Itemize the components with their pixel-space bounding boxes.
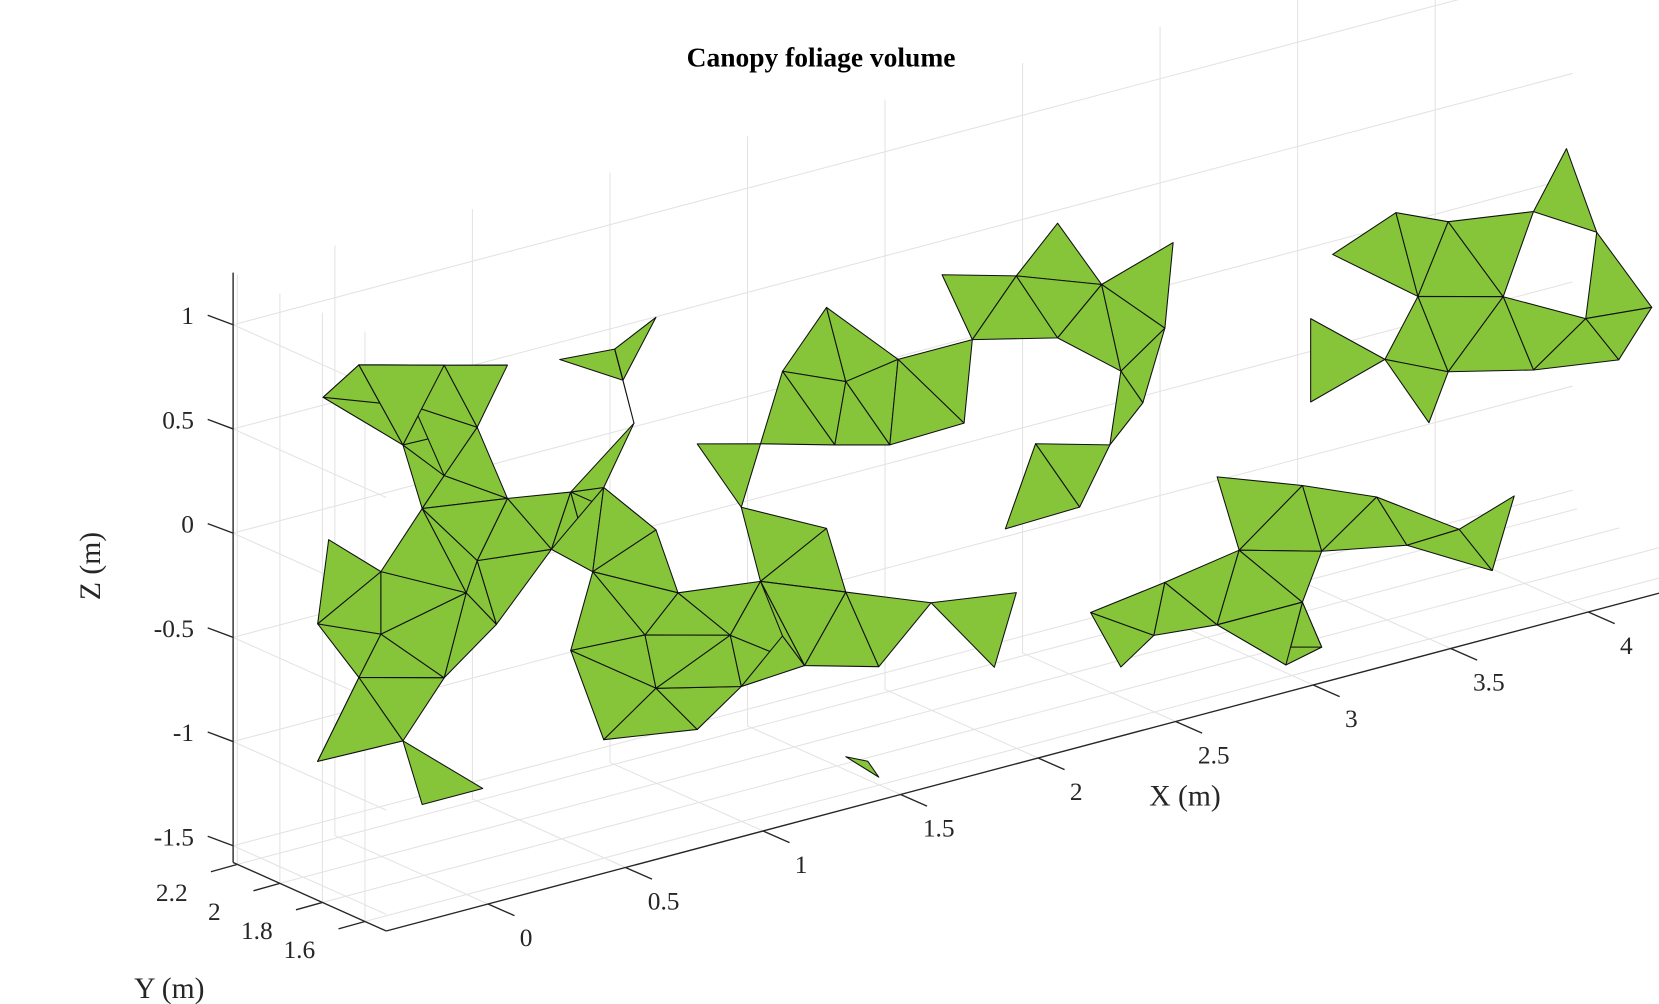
x-tick — [487, 903, 515, 917]
x-axis-title: X (m) — [1149, 781, 1221, 813]
y-tick — [253, 882, 281, 892]
x-tick — [1312, 684, 1340, 698]
mesh-face — [380, 508, 467, 594]
mesh-face — [1532, 148, 1598, 233]
foliage-mesh — [317, 148, 1653, 806]
mesh-face — [402, 740, 484, 806]
z-axis-title: Z (m) — [75, 532, 107, 600]
grid-line — [232, 428, 387, 498]
grid-line — [322, 547, 1659, 903]
mesh-face — [1101, 283, 1166, 372]
mesh-face — [592, 571, 679, 636]
mesh-face — [845, 591, 932, 668]
mesh-face — [1458, 495, 1515, 572]
mesh-face — [1310, 318, 1386, 403]
z-tick-label: 0.5 — [162, 406, 194, 434]
mesh-face — [1532, 318, 1620, 371]
x-tick — [1175, 720, 1203, 734]
mesh-face — [845, 756, 880, 778]
mesh-face — [570, 422, 635, 493]
x-axis-line — [386, 592, 1659, 932]
x-tick-label: 1 — [795, 851, 808, 879]
z-tick-label: 0 — [181, 511, 194, 539]
z-tick-label: 1 — [181, 302, 194, 330]
z-tick — [207, 627, 234, 638]
z-tick — [207, 314, 234, 326]
y-tick-label: 2.2 — [156, 879, 188, 907]
mesh-face — [655, 634, 742, 689]
mesh-face — [1109, 370, 1144, 446]
grid-line — [472, 798, 626, 868]
z-tick-label: -1.5 — [154, 823, 194, 851]
x-tick-label: 3.5 — [1473, 668, 1505, 696]
x-tick — [1587, 611, 1615, 625]
x-tick-label: 1.5 — [923, 814, 955, 842]
y-axis-title: Y (m) — [134, 973, 204, 1004]
y-tick — [295, 901, 323, 911]
axes: 0 0.5 1 1.5 2 2.5 3 3.5 4 1.6 1.8 2 2.2 -1.5 -1 -0.5 0 0.… — [154, 272, 1659, 964]
mesh-face — [443, 364, 508, 428]
z-tick-label: -0.5 — [154, 615, 194, 643]
x-tick-label: 2 — [1070, 778, 1083, 806]
x-tick-label: 0.5 — [648, 887, 680, 915]
mesh-face — [1004, 443, 1081, 530]
mesh-face — [1216, 601, 1303, 666]
y-tick — [338, 920, 366, 930]
x-tick-label: 4 — [1620, 632, 1633, 660]
x-tick — [1037, 757, 1065, 771]
grid-line — [334, 834, 489, 905]
x-tick — [625, 866, 653, 880]
y-tick-label: 2 — [208, 898, 221, 926]
grid-line — [1297, 579, 1451, 649]
grid-line — [609, 761, 764, 832]
mesh-face — [317, 539, 382, 625]
mesh-face — [834, 381, 891, 446]
grid-line — [232, 385, 1573, 743]
grid-line — [1022, 652, 1176, 722]
y-tick-label: 1.8 — [241, 917, 273, 945]
z-tick — [207, 418, 234, 430]
grid-line — [232, 845, 387, 915]
mesh-face — [1238, 549, 1323, 603]
mesh-face — [1447, 211, 1534, 298]
mesh-face — [358, 364, 445, 446]
z-tick — [207, 731, 234, 743]
x-tick — [1450, 647, 1478, 661]
grid-line — [364, 577, 1659, 922]
mesh-face — [759, 580, 806, 667]
mesh-face — [889, 358, 965, 446]
grid-line — [884, 688, 1039, 759]
mesh-face — [930, 592, 1017, 668]
x-tick — [900, 793, 928, 807]
y-tick — [210, 863, 238, 873]
grid-line — [232, 0, 1459, 326]
mesh-face — [696, 443, 762, 508]
x-tick-label: 3 — [1345, 705, 1358, 733]
mesh-face — [614, 348, 635, 424]
grid-line — [279, 527, 1620, 884]
x-tick-label: 0 — [520, 924, 533, 952]
z-tick — [207, 522, 234, 534]
z-tick — [207, 835, 234, 847]
z-tick-label: -1 — [173, 719, 194, 747]
grid-line — [237, 508, 1578, 865]
mesh-face — [1447, 296, 1534, 373]
y-tick-label: 1.6 — [283, 936, 315, 964]
grid-line — [232, 741, 387, 811]
mesh-face — [317, 676, 404, 762]
y-axis-line — [232, 861, 387, 932]
grid-line — [747, 725, 901, 795]
mesh-face — [759, 370, 836, 446]
chart-title: Canopy foliage volume — [687, 42, 956, 73]
x-tick — [762, 830, 790, 844]
x-tick-label: 2.5 — [1198, 741, 1230, 769]
mesh-face — [1384, 358, 1449, 424]
